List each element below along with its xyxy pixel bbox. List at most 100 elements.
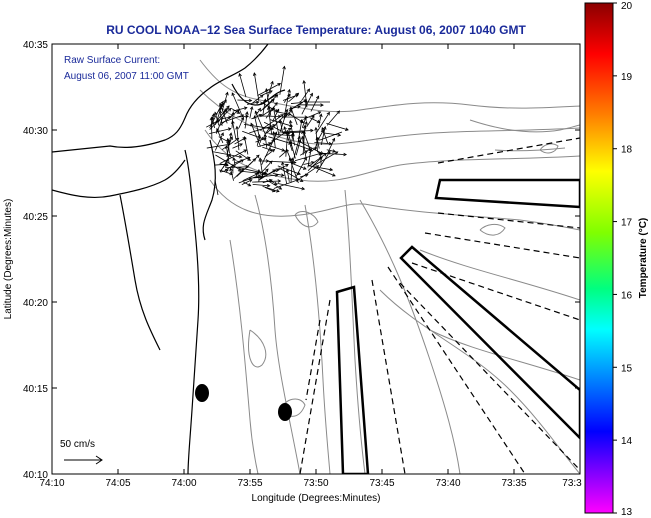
current-vector-head <box>328 141 333 146</box>
current-vector-head <box>216 127 220 132</box>
current-vector-head <box>343 152 348 157</box>
surface-current-vectors <box>206 65 349 196</box>
current-vector <box>219 159 229 173</box>
current-vector-head <box>274 94 279 98</box>
current-vector-head <box>214 111 218 116</box>
current-vector <box>307 148 312 168</box>
current-vector-head <box>255 154 260 159</box>
current-vector <box>264 149 275 158</box>
current-vector-head <box>320 129 324 134</box>
current-vector <box>287 131 296 159</box>
current-vector-head <box>275 108 280 113</box>
current-vector <box>232 120 237 140</box>
current-vector-head <box>269 90 273 94</box>
figure-title: RU COOL NOAA−12 Sea Surface Temperature:… <box>106 23 526 37</box>
survey-features <box>299 137 580 474</box>
current-vector-head <box>216 119 221 123</box>
x-tick-label: 73:55 <box>237 478 262 489</box>
current-vector-head <box>295 93 299 98</box>
current-vector-head <box>238 72 242 77</box>
current-vector <box>291 162 307 170</box>
current-vector-head <box>280 173 285 177</box>
current-vector-head <box>284 108 289 113</box>
current-vector-head <box>268 178 273 183</box>
current-vector <box>238 117 244 129</box>
x-tick-label: 73:45 <box>369 478 394 489</box>
current-vector <box>262 146 273 151</box>
current-vector <box>269 133 295 137</box>
current-vector <box>283 126 293 152</box>
current-vector <box>268 136 292 144</box>
current-vector-head <box>257 107 261 112</box>
colorbar-tick-label: 15 <box>621 363 633 374</box>
current-vector <box>214 132 224 151</box>
current-vector <box>263 126 271 137</box>
y-tick-label: 40:30 <box>23 126 48 137</box>
current-vector-head <box>282 65 286 70</box>
current-vector <box>272 173 284 176</box>
current-vector-head <box>247 157 252 161</box>
current-vector-head <box>247 183 252 187</box>
current-vector <box>309 117 320 123</box>
current-vector <box>214 112 220 126</box>
current-vector-head <box>248 98 253 103</box>
current-vector-head <box>258 113 263 118</box>
current-vector <box>277 182 305 190</box>
current-vector-head <box>225 168 229 173</box>
current-vector <box>262 179 273 184</box>
current-vector-head <box>317 111 322 115</box>
current-vector-head <box>302 80 306 84</box>
current-vector <box>308 164 336 177</box>
current-vector <box>232 143 243 149</box>
station-marker <box>278 403 292 421</box>
current-vector-head <box>240 114 245 118</box>
current-vector <box>283 94 291 103</box>
current-vector <box>261 138 275 165</box>
current-vector-head <box>265 159 270 163</box>
current-vector-head <box>255 171 260 175</box>
current-vector-head <box>277 114 282 119</box>
current-vector <box>214 179 219 196</box>
current-vector-head <box>313 147 318 151</box>
current-vector-head <box>289 123 294 128</box>
current-vector-head <box>270 80 274 85</box>
current-vector-head <box>336 110 341 115</box>
colorbar-ticks: 20 19 18 17 16 15 14 13 <box>613 1 633 518</box>
current-vector-head <box>309 92 313 97</box>
current-vector-head <box>254 110 258 115</box>
current-vector <box>239 73 247 98</box>
current-vector <box>269 119 293 127</box>
current-vector <box>263 121 287 134</box>
current-vector <box>221 138 239 151</box>
current-vector-head <box>327 150 331 155</box>
current-vector-head <box>228 132 233 137</box>
current-vector <box>315 127 318 153</box>
current-vector <box>238 170 259 174</box>
current-vector <box>262 143 285 152</box>
current-vector <box>211 117 216 129</box>
current-vector-head <box>224 145 229 149</box>
colorbar-tick-label: 18 <box>621 145 633 156</box>
current-vector-head <box>319 156 323 160</box>
current-vector <box>303 80 308 108</box>
survey-box-vertical <box>335 285 370 474</box>
current-vector <box>302 125 306 155</box>
current-vector <box>320 126 326 146</box>
current-vector <box>296 165 319 182</box>
current-vector-head <box>311 160 315 165</box>
current-vector-head <box>323 125 327 130</box>
current-vector <box>279 120 283 132</box>
current-vector-head <box>237 167 242 171</box>
current-vector <box>230 168 234 181</box>
current-vector-head <box>248 179 253 183</box>
current-vector-head <box>274 131 278 136</box>
y-tick-label: 40:20 <box>23 298 48 309</box>
current-vector <box>323 132 341 136</box>
colorbar-tick-label: 19 <box>621 72 633 83</box>
current-vector <box>227 138 230 154</box>
current-vector <box>279 66 285 95</box>
current-vector-head <box>283 126 287 130</box>
current-vector-head <box>274 101 278 106</box>
current-vector <box>231 92 242 115</box>
current-vector <box>243 181 251 187</box>
